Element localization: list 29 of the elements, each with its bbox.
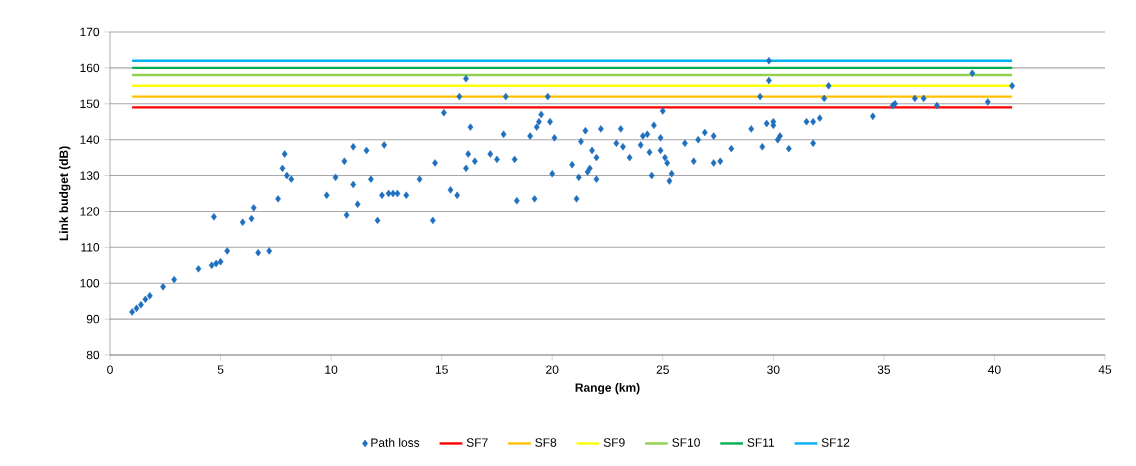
x-tick-label: 5 (217, 365, 224, 374)
legend-label: SF12 (821, 438, 850, 447)
y-tick-label: 80 (86, 350, 100, 360)
x-tick-label: 30 (767, 365, 780, 374)
x-tick-label: 45 (1098, 365, 1112, 374)
y-tick-label: 160 (80, 63, 100, 73)
y-tick-label: 100 (80, 278, 100, 288)
x-tick-label: 15 (435, 365, 448, 374)
legend-label: SF8 (535, 438, 557, 447)
legend-label: SF10 (672, 438, 700, 447)
y-tick-label: 150 (80, 99, 100, 109)
x-tick-label: 0 (107, 365, 113, 374)
y-tick-label: 130 (80, 171, 100, 180)
x-axis-title: Range (km) (575, 383, 640, 395)
y-tick-label: 110 (81, 243, 100, 252)
legend-label: SF11 (747, 438, 775, 447)
y-tick-label: 120 (80, 207, 100, 216)
x-tick-label: 35 (877, 365, 891, 374)
legend-label: SF9 (603, 438, 625, 447)
x-tick-label: 25 (656, 365, 669, 374)
y-tick-label: 90 (86, 314, 100, 324)
x-tick-label: 40 (988, 365, 1001, 374)
y-axis-title: Link budget (dB) (59, 146, 71, 241)
y-tick-label: 140 (80, 135, 100, 144)
legend-label: Path loss (371, 438, 420, 447)
x-tick-label: 20 (546, 365, 559, 374)
x-tick-label: 10 (325, 365, 338, 374)
legend-label: SF7 (466, 438, 488, 447)
y-tick-label: 170 (80, 27, 100, 37)
